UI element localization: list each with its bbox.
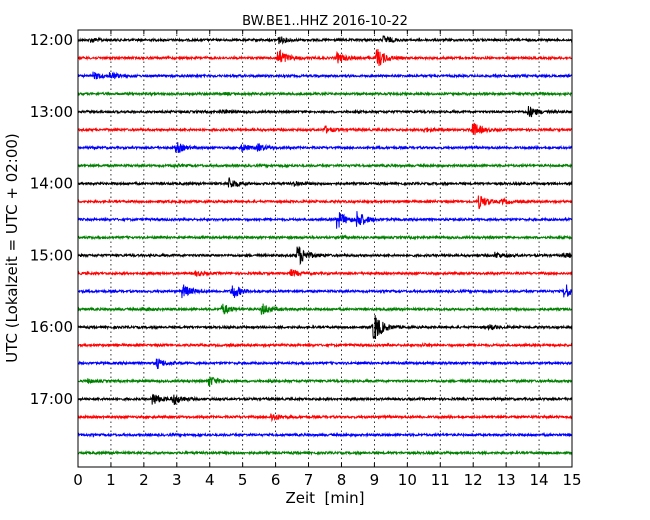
x-tick-label: 2 <box>139 471 149 489</box>
seismic-trace <box>77 211 573 229</box>
seismic-trace <box>77 376 573 387</box>
seismic-trace <box>77 303 573 316</box>
x-tick-label: 8 <box>337 471 347 489</box>
y-tick-label: 13:00 <box>30 103 73 121</box>
y-tick-label: 12:00 <box>30 31 73 49</box>
x-axis: 0 1 2 3 4 5 6 7 8 9 10 11 12 13 14 15 <box>73 30 582 489</box>
plot-frame <box>77 29 573 468</box>
y-tick-label: 14:00 <box>30 175 73 193</box>
seismic-trace <box>77 142 573 154</box>
seismic-trace <box>77 431 573 438</box>
seismic-trace <box>77 393 573 406</box>
seismic-trace <box>77 413 573 423</box>
x-tick-label: 12 <box>464 471 483 489</box>
x-tick-label: 7 <box>304 471 314 489</box>
x-tick-label: 0 <box>73 471 83 489</box>
x-tick-label: 4 <box>205 471 215 489</box>
trace-group <box>77 35 573 456</box>
seismic-trace <box>77 71 573 80</box>
x-tick-label: 10 <box>398 471 417 489</box>
seismic-trace <box>77 246 573 266</box>
y-tick-label: 15:00 <box>30 246 73 264</box>
seismic-trace <box>77 284 572 299</box>
seismic-trace <box>77 90 573 97</box>
y-axis-label: UTC (Lokalzeit = UTC + 02:00) <box>3 133 21 363</box>
x-tick-label: 11 <box>431 471 450 489</box>
y-axis: 12:00 13:00 14:00 15:00 16:00 17:00 <box>30 31 572 408</box>
seismic-trace <box>77 234 573 241</box>
seismic-trace <box>77 342 573 349</box>
x-tick-label: 3 <box>172 471 182 489</box>
chart-title: BW.BE1..HHZ 2016-10-22 <box>242 14 408 29</box>
seismic-trace <box>77 269 573 278</box>
seismic-trace <box>77 162 573 170</box>
x-tick-label: 5 <box>238 471 248 489</box>
seismic-trace <box>77 122 573 136</box>
x-tick-label: 14 <box>530 471 549 489</box>
seismic-trace <box>77 358 573 370</box>
grid-lines <box>110 30 540 467</box>
x-tick-label: 1 <box>106 471 116 489</box>
x-tick-label: 13 <box>497 471 516 489</box>
seismic-trace <box>77 195 573 210</box>
seismic-trace <box>77 35 573 45</box>
x-tick-label: 9 <box>370 471 380 489</box>
x-axis-label: Zeit [min] <box>285 489 364 507</box>
x-tick-label: 6 <box>271 471 281 489</box>
seismic-trace <box>77 177 573 188</box>
seismic-trace <box>77 449 573 456</box>
x-tick-label: 15 <box>562 471 581 489</box>
y-tick-label: 16:00 <box>30 318 73 336</box>
seismic-trace <box>77 315 573 340</box>
seismic-trace <box>77 105 573 118</box>
seismic-trace <box>77 48 572 67</box>
y-tick-label: 17:00 <box>30 390 73 408</box>
